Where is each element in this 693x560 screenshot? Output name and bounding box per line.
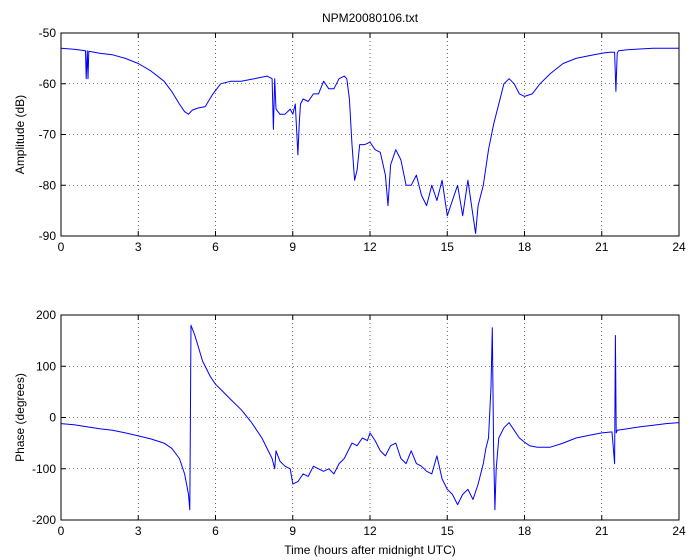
x-tick-label: 18	[518, 240, 532, 254]
x-axis-label: Time (hours after midnight UTC)	[284, 543, 456, 557]
x-tick-label: 9	[289, 240, 296, 254]
grid-lines	[61, 33, 679, 236]
amplitude-panel: NPM20080106.txt Amplitude (dB) 0 3 6 9 12 15 1…	[13, 11, 686, 254]
y-tick-label: 0	[49, 411, 56, 425]
x-tick-label: 12	[363, 524, 377, 538]
axis-ticks: 0 3 6 9 12 15 18 21 24 -200 -100 0 100 200	[32, 308, 686, 538]
x-tick-label: 9	[289, 524, 296, 538]
y-tick-label: -70	[39, 128, 57, 142]
x-tick-label: 0	[58, 240, 65, 254]
x-tick-label: 12	[363, 240, 377, 254]
series-line	[60, 324, 680, 511]
x-tick-label: 24	[672, 524, 686, 538]
x-tick-label: 24	[672, 240, 686, 254]
y-axis-label: Amplitude (dB)	[13, 95, 27, 174]
x-tick-label: 21	[595, 524, 609, 538]
x-tick-label: 3	[135, 240, 142, 254]
y-tick-label: -60	[39, 77, 57, 91]
x-tick-label: 6	[212, 524, 219, 538]
y-tick-label: 200	[36, 308, 56, 322]
data-series	[60, 47, 679, 234]
y-tick-label: -100	[32, 462, 56, 476]
y-axis-label: Phase (degrees)	[13, 373, 27, 462]
x-tick-label: 21	[595, 240, 609, 254]
y-tick-label: -90	[39, 229, 57, 243]
axis-ticks: 0 3 6 9 12 15 18 21 24 -90 -80 -70 -60 -50	[39, 26, 686, 254]
data-series	[60, 324, 680, 511]
y-tick-label: -80	[39, 178, 57, 192]
x-tick-label: 0	[58, 524, 65, 538]
phase-panel: Phase (degrees) Time (hours after midnig…	[13, 308, 686, 557]
y-tick-label: -200	[32, 513, 56, 527]
chart-title: NPM20080106.txt	[322, 11, 419, 25]
x-tick-label: 15	[441, 524, 455, 538]
grid-lines	[61, 315, 679, 520]
x-tick-label: 15	[441, 240, 455, 254]
x-tick-label: 3	[135, 524, 142, 538]
y-tick-label: 100	[36, 359, 56, 373]
x-tick-label: 6	[212, 240, 219, 254]
series-line	[60, 47, 679, 234]
y-tick-label: -50	[39, 26, 57, 40]
x-tick-label: 18	[518, 524, 532, 538]
